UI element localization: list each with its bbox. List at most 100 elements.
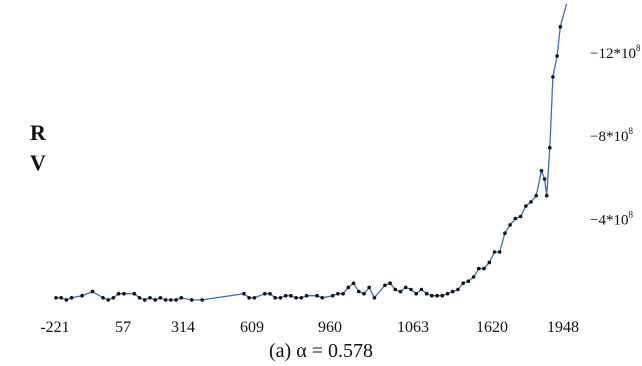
- data-point: [153, 298, 157, 302]
- data-point: [456, 287, 460, 292]
- data-point: [508, 223, 512, 227]
- data-point: [482, 266, 486, 271]
- data-point: [294, 296, 298, 300]
- data-point: [430, 293, 434, 298]
- data-point: [132, 291, 137, 296]
- data-point: [487, 260, 492, 265]
- data-point: [189, 298, 194, 302]
- x-tick-label: 57: [115, 319, 131, 336]
- series-line: [56, 3, 568, 301]
- data-point: [529, 200, 533, 204]
- data-point: [336, 291, 340, 296]
- data-point: [69, 296, 74, 300]
- data-point: [471, 275, 476, 279]
- data-point: [367, 285, 372, 290]
- data-point: [174, 298, 178, 302]
- y-axis-label-line-2: V: [30, 150, 46, 175]
- data-point: [101, 296, 105, 300]
- y-tick-labels: −4*108 −8*108 −12*108: [590, 43, 641, 229]
- x-tick-label: 609: [240, 319, 264, 336]
- x-tick-label: 1620: [476, 319, 508, 336]
- data-point: [445, 291, 450, 296]
- data-point: [346, 285, 351, 290]
- y-tick-label: −4*108: [590, 210, 633, 229]
- data-point: [341, 291, 345, 296]
- data-point: [372, 296, 377, 300]
- data-point: [450, 289, 455, 294]
- data-point: [169, 298, 173, 302]
- data-point: [466, 279, 471, 284]
- data-point: [542, 177, 547, 181]
- points-layer: [54, 25, 563, 302]
- data-point: [54, 296, 58, 300]
- data-point: [283, 293, 288, 298]
- data-point: [398, 289, 403, 294]
- data-point: [163, 298, 168, 302]
- data-point: [503, 231, 507, 235]
- data-point: [424, 291, 429, 296]
- data-point: [357, 289, 361, 294]
- data-point: [403, 285, 408, 290]
- data-point: [548, 145, 552, 150]
- data-point: [299, 296, 304, 300]
- data-point: [278, 296, 283, 300]
- data-point: [362, 291, 366, 296]
- data-point: [555, 54, 559, 58]
- data-point: [179, 296, 184, 300]
- data-point: [518, 214, 523, 219]
- data-point: [383, 283, 387, 288]
- data-point: [435, 293, 439, 298]
- data-point: [242, 291, 246, 296]
- data-point: [116, 291, 121, 296]
- data-point: [268, 291, 272, 296]
- data-point: [351, 281, 356, 286]
- data-point: [393, 287, 398, 292]
- data-point: [90, 289, 95, 294]
- y-axis-label-line-1: R: [30, 120, 46, 145]
- data-point: [414, 291, 419, 296]
- data-point: [388, 281, 392, 286]
- data-point: [200, 298, 204, 302]
- data-point: [148, 296, 152, 300]
- data-point: [419, 287, 424, 292]
- data-point: [497, 250, 502, 254]
- y-tick-label: −12*108: [590, 43, 641, 62]
- x-tick-label: 1948: [547, 319, 579, 336]
- chart-caption: (a) α = 0.578: [269, 340, 373, 362]
- data-point: [492, 250, 497, 254]
- data-point: [513, 216, 518, 221]
- data-point: [247, 296, 251, 300]
- x-tick-label: -221: [40, 319, 69, 336]
- x-tick-label: 314: [171, 319, 195, 336]
- data-point: [142, 298, 147, 302]
- data-point: [477, 266, 481, 271]
- data-point: [304, 293, 309, 298]
- data-point: [289, 293, 293, 298]
- data-point: [137, 296, 142, 300]
- data-point: [440, 293, 445, 298]
- y-tick-label: −8*108: [590, 126, 633, 145]
- data-point: [315, 293, 319, 298]
- data-point: [80, 293, 84, 298]
- x-tick-label: 1063: [397, 319, 429, 336]
- data-point: [461, 281, 466, 286]
- x-tick-labels: -221 57 314 609 960 1063 1620 1948: [40, 319, 579, 336]
- data-point: [534, 193, 538, 198]
- data-point: [409, 287, 413, 292]
- data-point: [252, 296, 257, 300]
- data-point: [524, 204, 528, 208]
- data-point: [558, 25, 563, 29]
- series-layer: [56, 3, 568, 301]
- data-point: [122, 291, 126, 296]
- data-point: [320, 296, 325, 300]
- data-point: [263, 291, 267, 296]
- data-point: [539, 168, 544, 173]
- data-point: [544, 193, 549, 198]
- data-point: [64, 298, 69, 302]
- x-tick-label: 960: [318, 319, 342, 336]
- data-point: [551, 75, 555, 79]
- data-point: [106, 298, 110, 302]
- data-point: [158, 296, 163, 300]
- data-point: [111, 296, 116, 300]
